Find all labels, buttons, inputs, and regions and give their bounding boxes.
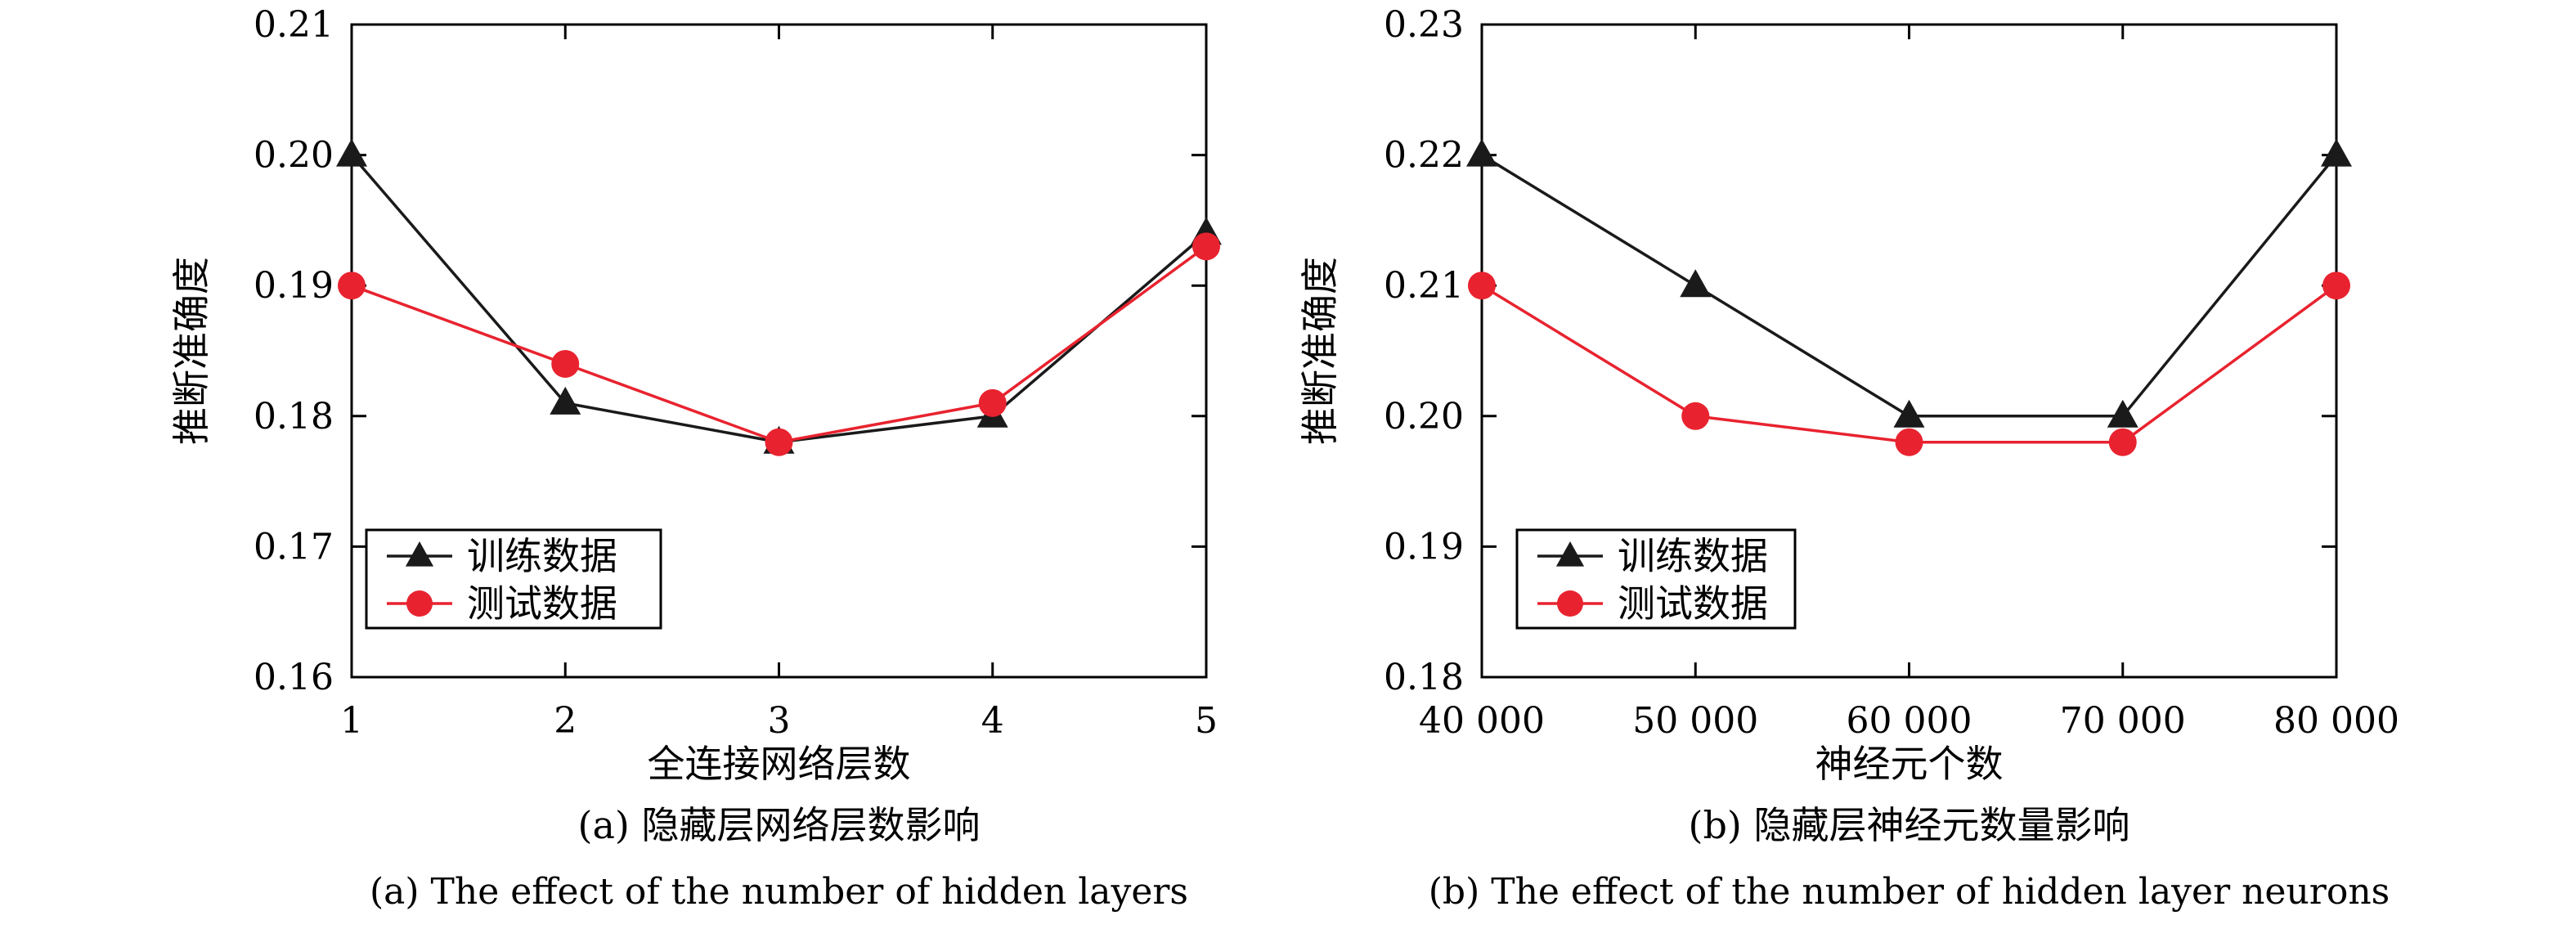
data-point-test (765, 428, 793, 456)
y-tick-label: 0.22 (1384, 135, 1464, 177)
x-tick-label: 60 000 (1847, 700, 1972, 742)
caption-en: (a) The effect of the number of hidden l… (370, 871, 1188, 913)
legend-marker-triangle (1555, 541, 1585, 567)
data-point-train (2107, 399, 2138, 428)
x-tick-label: 2 (554, 700, 577, 742)
data-point-train (1680, 269, 1712, 298)
y-tick-label: 0.18 (1384, 657, 1464, 698)
chart-panel-a: 0.16 0.17 0.18 0.19 0.20 0.21 1 2 3 4 5 全连接网络层数 推断准确… (169, 4, 1222, 913)
legend-label: 训练数据 (1618, 534, 1768, 578)
y-tick-label: 0.19 (1384, 526, 1464, 568)
x-tick-label: 40 000 (1419, 700, 1545, 742)
x-tick-label: 3 (768, 700, 791, 742)
y-tick-label: 0.23 (1384, 4, 1464, 46)
data-point-train (1466, 138, 1497, 167)
legend-marker-triangle (405, 541, 434, 567)
y-tick-label: 0.16 (254, 657, 334, 698)
x-tick-label: 5 (1195, 700, 1218, 742)
data-point-test (338, 272, 366, 300)
data-point-train (1893, 399, 1925, 428)
caption-zh: (b) 隐藏层神经元数量影响 (1689, 803, 2130, 847)
data-point-test (1681, 402, 1710, 430)
data-point-test (2108, 428, 2137, 456)
y-tick-label: 0.21 (1384, 265, 1464, 307)
chart-panel-b: 0.18 0.19 0.20 0.21 0.22 0.23 40 000 50 000 60 0… (1298, 4, 2399, 913)
y-tick-label: 0.20 (254, 135, 334, 177)
caption-en: (b) The effect of the number of hidden l… (1429, 871, 2390, 913)
data-point-train (2321, 138, 2352, 167)
y-tick-label: 0.18 (254, 396, 334, 438)
data-point-test (2322, 272, 2350, 300)
data-point-test (1468, 272, 1496, 300)
x-tick-label: 80 000 (2273, 700, 2399, 742)
legend-label: 测试数据 (1618, 581, 1768, 626)
legend-label: 训练数据 (467, 534, 617, 578)
data-point-train (550, 386, 581, 415)
x-tick-label: 1 (340, 700, 363, 742)
y-axis-label: 推断准确度 (169, 257, 213, 445)
x-axis-label: 全连接网络层数 (648, 742, 911, 786)
series-line-train (350, 154, 1208, 444)
x-axis-label: 神经元个数 (1815, 742, 2004, 786)
x-tick-label: 50 000 (1632, 700, 1758, 742)
y-tick-label: 0.19 (254, 265, 334, 307)
x-tick-label: 4 (981, 700, 1004, 742)
y-tick-label: 0.20 (1384, 396, 1464, 438)
data-point-test (1895, 428, 1923, 456)
x-tick-label: 70 000 (2060, 700, 2186, 742)
legend-marker-circle (406, 590, 433, 617)
data-point-test (1192, 232, 1220, 261)
legend-label: 测试数据 (467, 581, 617, 626)
data-point-test (551, 349, 580, 378)
series-line-train (1481, 154, 2338, 418)
caption-zh: (a) 隐藏层网络层数影响 (578, 803, 981, 847)
data-point-train (336, 138, 367, 167)
legend-marker-circle (1557, 590, 1583, 617)
y-tick-label: 0.21 (254, 4, 334, 46)
data-point-test (978, 388, 1007, 417)
y-axis-label: 推断准确度 (1298, 257, 1342, 445)
y-tick-label: 0.17 (254, 526, 334, 568)
